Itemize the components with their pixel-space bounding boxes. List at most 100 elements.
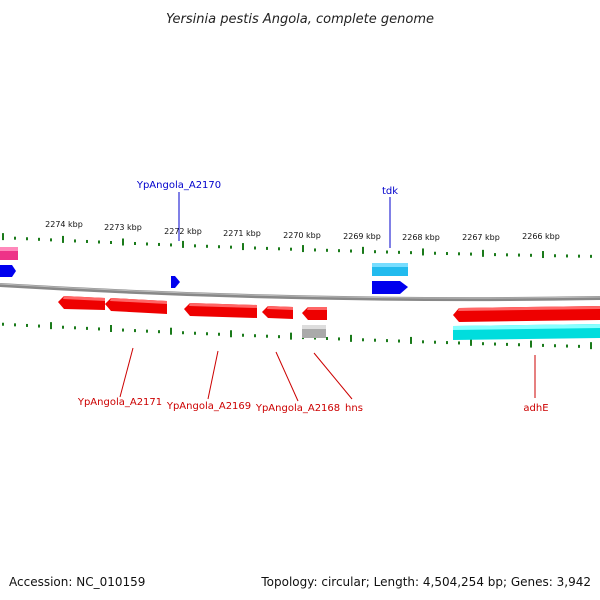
minor-tick <box>578 344 580 348</box>
minor-tick <box>338 249 340 253</box>
major-tick <box>470 338 472 346</box>
minor-tick <box>110 240 112 244</box>
minor-tick <box>434 340 436 344</box>
minor-tick <box>218 332 220 336</box>
minor-tick <box>566 254 568 258</box>
minor-tick <box>14 236 16 240</box>
label-ypangola-a2171[interactable]: YpAngola_A2171 <box>77 397 162 408</box>
tick-label-2274: 2274 kbp <box>45 220 83 229</box>
minor-tick <box>26 237 28 241</box>
leader-ypangola-a2168 <box>275 351 299 402</box>
major-tick <box>242 243 244 251</box>
minor-tick <box>14 323 16 327</box>
tick-label-2272: 2272 kbp <box>164 227 202 236</box>
label-ypangola-a2169[interactable]: YpAngola_A2169 <box>166 401 251 412</box>
minor-tick <box>326 248 328 252</box>
major-tick <box>302 245 304 253</box>
gene-adhe-highlight <box>458 306 600 311</box>
minor-tick <box>458 252 460 256</box>
minor-tick <box>506 253 508 257</box>
leader-hns <box>313 352 353 400</box>
minor-tick <box>314 336 316 340</box>
gene-gray-box-highlight <box>302 325 326 329</box>
minor-tick <box>482 342 484 346</box>
gene-red-a-highlight <box>110 298 167 304</box>
tick-label-2267: 2267 kbp <box>462 233 500 242</box>
minor-tick <box>182 331 184 335</box>
major-tick <box>422 248 424 256</box>
major-tick <box>350 334 352 342</box>
minor-tick <box>566 344 568 348</box>
label-tdk[interactable]: tdk <box>382 186 398 197</box>
minor-tick <box>386 250 388 254</box>
minor-tick <box>518 253 520 257</box>
minor-tick <box>206 332 208 336</box>
lower-track-genes <box>58 296 600 340</box>
label-adhe[interactable]: adhE <box>523 403 548 414</box>
minor-tick <box>218 245 220 249</box>
gene-ypangola-a2168-highlight <box>267 306 293 310</box>
minor-tick <box>398 250 400 254</box>
minor-tick <box>98 327 100 331</box>
minor-tick <box>494 253 496 257</box>
major-tick <box>362 246 364 254</box>
major-tick <box>170 327 172 335</box>
major-tick <box>122 238 124 246</box>
minor-tick <box>158 242 160 246</box>
minor-tick <box>230 245 232 249</box>
label-ypangola-a2170[interactable]: YpAngola_A2170 <box>136 180 221 191</box>
minor-tick <box>434 251 436 255</box>
minor-tick <box>98 240 100 244</box>
minor-tick <box>254 246 256 250</box>
tick-label-2266: 2266 kbp <box>522 232 560 241</box>
minor-tick <box>74 326 76 330</box>
minor-tick <box>446 341 448 345</box>
major-tick <box>110 325 112 333</box>
minor-tick <box>590 254 592 258</box>
gene-ypangola-a2169-highlight <box>189 303 257 308</box>
minor-tick <box>554 254 556 258</box>
minor-tick <box>254 334 256 338</box>
gene-cyan-bar-highlight <box>453 324 600 330</box>
gene-ypangola-a2171-highlight <box>63 296 105 301</box>
minor-tick <box>506 342 508 346</box>
minor-tick <box>146 329 148 333</box>
minor-tick <box>374 250 376 254</box>
gene-pink-edge-highlight <box>0 247 18 251</box>
label-hns[interactable]: hns <box>345 403 363 414</box>
minor-tick <box>458 341 460 345</box>
minor-tick <box>74 239 76 243</box>
major-tick <box>542 251 544 259</box>
minor-tick <box>266 334 268 338</box>
label-ypangola-a2168[interactable]: YpAngola_A2168 <box>255 403 340 414</box>
minor-tick <box>86 239 88 243</box>
upper-gene-labels: YpAngola_A2170 tdk <box>136 180 398 248</box>
minor-tick <box>158 330 160 334</box>
gene-hns[interactable] <box>302 307 327 320</box>
upper-tick-row <box>2 233 592 259</box>
minor-tick <box>86 326 88 330</box>
minor-tick <box>206 244 208 248</box>
gene-blue-edge[interactable] <box>0 265 16 277</box>
minor-tick <box>290 247 292 251</box>
genome-backbone-highlight <box>0 283 600 299</box>
major-tick <box>530 340 532 348</box>
leader-ypangola-a2169 <box>207 350 219 400</box>
major-tick <box>290 332 292 340</box>
minor-tick <box>338 337 340 341</box>
major-tick <box>50 322 52 330</box>
tick-labels: 2274 kbp 2273 kbp 2272 kbp 2271 kbp 2270… <box>45 220 560 242</box>
gene-sky-box-highlight <box>372 263 408 267</box>
minor-tick <box>38 324 40 328</box>
minor-tick <box>530 253 532 257</box>
minor-tick <box>50 238 52 242</box>
minor-tick <box>242 333 244 337</box>
gene-ypangola-a2170[interactable] <box>171 276 180 288</box>
minor-tick <box>134 329 136 333</box>
minor-tick <box>38 237 40 241</box>
lower-gene-labels: YpAngola_A2171 YpAngola_A2169 YpAngola_A… <box>77 347 549 414</box>
gene-tdk[interactable] <box>372 281 408 294</box>
minor-tick <box>362 338 364 342</box>
tick-label-2269: 2269 kbp <box>343 232 381 241</box>
